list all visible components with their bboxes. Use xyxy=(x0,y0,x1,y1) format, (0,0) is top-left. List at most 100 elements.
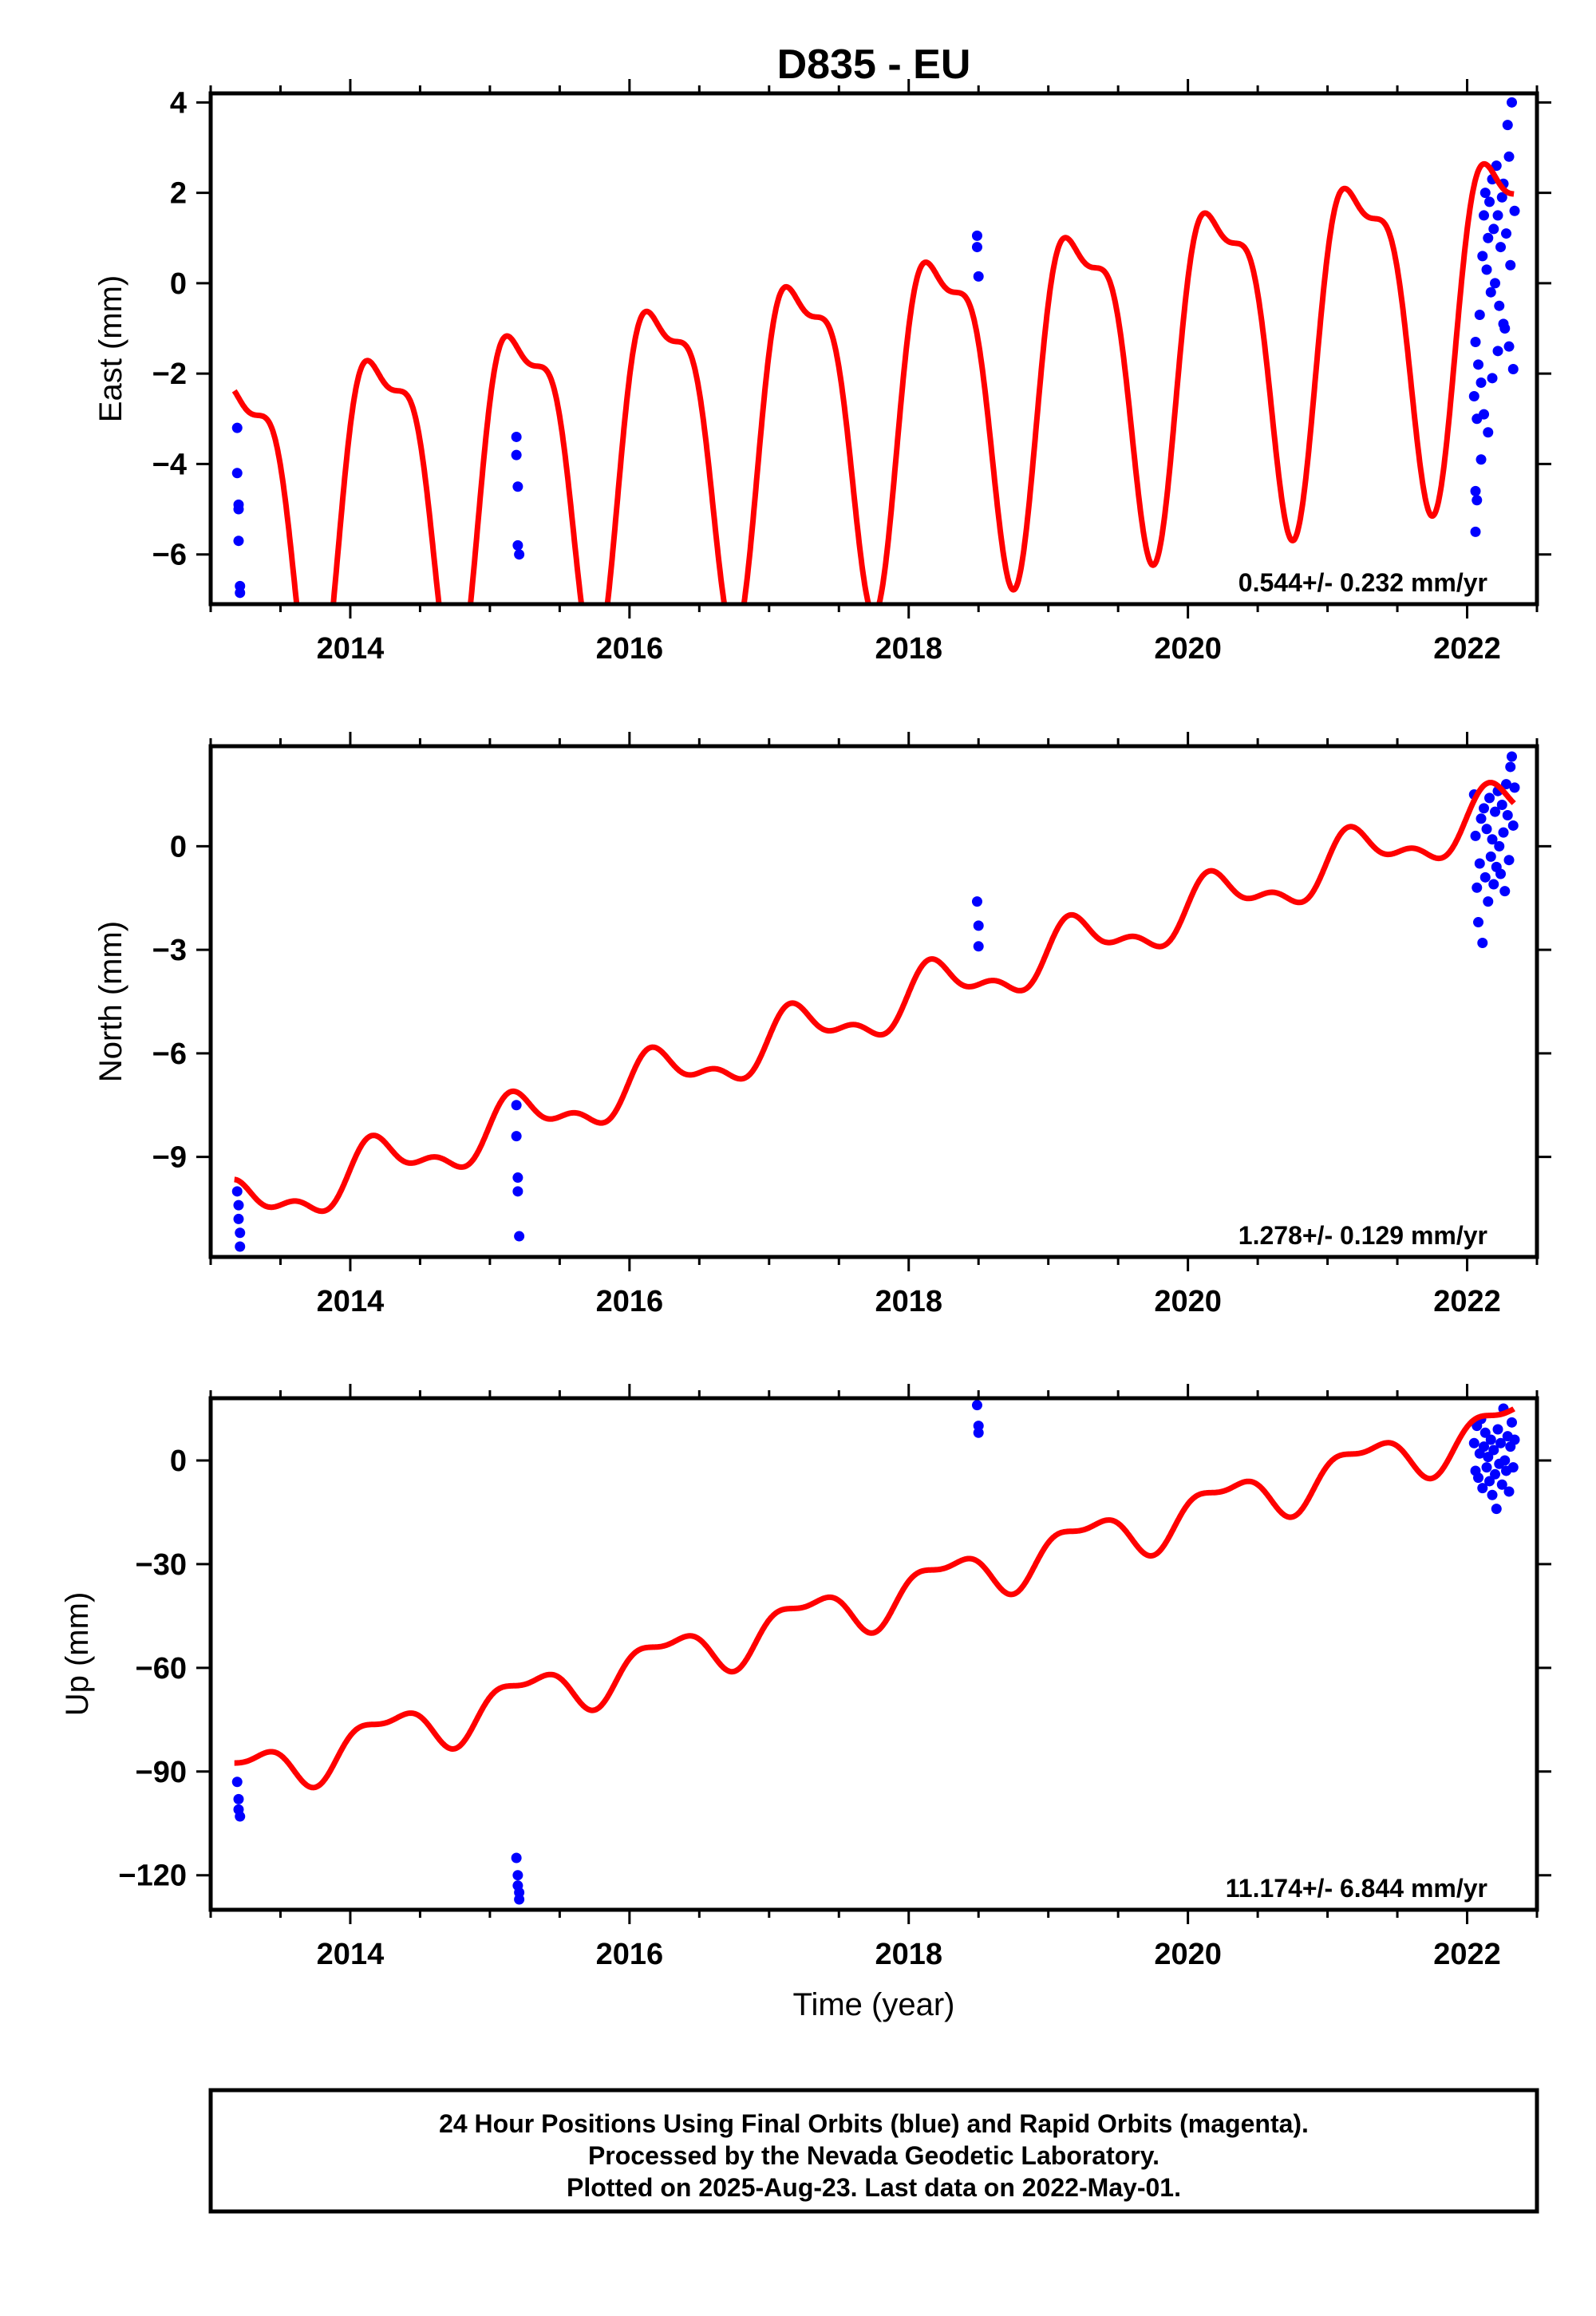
data-point xyxy=(1499,886,1511,897)
y-axis-label: East (mm) xyxy=(93,275,128,422)
data-point xyxy=(1474,858,1485,869)
data-point xyxy=(1481,264,1492,275)
data-point xyxy=(1491,1504,1502,1515)
data-point xyxy=(235,1227,246,1239)
footer-box: 24 Hour Positions Using Final Orbits (bl… xyxy=(208,2088,1539,2214)
y-tick-label: 0 xyxy=(170,267,187,301)
data-point xyxy=(231,1777,243,1788)
data-point xyxy=(511,1131,522,1142)
data-point xyxy=(1507,1462,1519,1473)
footer-line-3: Plotted on 2025-Aug-23. Last data on 202… xyxy=(567,2173,1181,2202)
data-point xyxy=(1507,97,1518,108)
data-point xyxy=(1470,337,1481,348)
data-point xyxy=(1479,1427,1491,1438)
velocity-label: 0.544+/- 0.232 mm/yr xyxy=(1238,568,1487,597)
y-tick-label: 4 xyxy=(170,86,187,120)
data-point xyxy=(511,1100,522,1111)
x-tick-label: 2014 xyxy=(317,1285,385,1318)
data-point xyxy=(1476,813,1487,824)
footer-line-2: Processed by the Nevada Geodetic Laborat… xyxy=(588,2141,1159,2170)
x-tick-label: 2020 xyxy=(1154,1938,1222,1971)
data-point xyxy=(1477,251,1488,262)
data-point xyxy=(1503,855,1515,866)
final-orbit-points xyxy=(231,97,1520,599)
data-point xyxy=(1476,377,1487,388)
data-point xyxy=(1487,1489,1498,1500)
data-point xyxy=(1470,526,1481,537)
data-point xyxy=(514,1894,525,1905)
data-point xyxy=(1481,1462,1492,1473)
data-point xyxy=(1477,937,1488,948)
data-point xyxy=(1472,495,1483,506)
y-tick-label: −120 xyxy=(118,1860,187,1893)
x-tick-label: 2020 xyxy=(1154,632,1222,666)
y-tick-label: 2 xyxy=(170,177,187,211)
data-point xyxy=(233,536,244,547)
data-point xyxy=(1496,800,1507,811)
data-point xyxy=(512,539,523,551)
data-point xyxy=(1473,917,1484,928)
x-tick-label: 2016 xyxy=(596,1285,664,1318)
data-point xyxy=(1484,792,1495,804)
data-point xyxy=(1498,827,1509,838)
data-point xyxy=(1505,761,1516,773)
y-tick-label: −30 xyxy=(136,1548,187,1582)
data-point xyxy=(1481,824,1492,835)
model-fit-line xyxy=(232,1406,1516,1791)
data-point xyxy=(1494,300,1505,311)
data-point xyxy=(1509,782,1520,793)
data-point xyxy=(1476,454,1487,465)
data-point xyxy=(1496,192,1507,203)
data-point xyxy=(1490,1468,1501,1480)
model-fit-line xyxy=(232,780,1516,1215)
data-point xyxy=(511,449,522,460)
velocity-label: 1.278+/- 0.129 mm/yr xyxy=(1238,1221,1487,1250)
data-point xyxy=(231,1186,243,1197)
data-point xyxy=(1495,242,1507,253)
y-tick-label: −90 xyxy=(136,1756,187,1789)
x-tick-label: 2022 xyxy=(1433,1938,1501,1971)
footer-line-1: 24 Hour Positions Using Final Orbits (bl… xyxy=(439,2109,1309,2138)
x-tick-label: 2018 xyxy=(875,1938,942,1971)
plot-frame xyxy=(208,744,1539,1259)
x-tick-label: 2014 xyxy=(317,632,385,666)
data-point xyxy=(1490,278,1501,289)
x-tick-label: 2022 xyxy=(1433,1285,1501,1318)
panel-north: 2014 2016 2018 2020 2022 0 −3 −6 −9 North (mm) 1.2… xyxy=(93,732,1551,1318)
data-point xyxy=(1488,879,1499,890)
y-tick-label: 0 xyxy=(170,830,187,864)
data-point xyxy=(511,431,522,442)
final-orbit-points xyxy=(231,1400,1520,1905)
data-point xyxy=(1470,485,1481,496)
data-point xyxy=(1479,803,1490,814)
data-point xyxy=(233,504,244,515)
data-point xyxy=(971,230,982,241)
data-point xyxy=(1472,882,1483,893)
data-point xyxy=(1483,896,1494,907)
data-point xyxy=(973,1427,984,1438)
data-point xyxy=(1488,223,1499,235)
x-tick-label: 2022 xyxy=(1433,632,1501,666)
data-point xyxy=(235,587,246,599)
data-point xyxy=(231,422,243,433)
data-point xyxy=(971,242,982,253)
y-tick-label: −3 xyxy=(152,934,187,967)
data-point xyxy=(1473,359,1484,370)
data-point xyxy=(1501,779,1512,790)
data-point xyxy=(1492,1424,1503,1435)
data-point xyxy=(233,1793,244,1804)
y-tick-label: −4 xyxy=(152,448,187,481)
data-point xyxy=(1468,1437,1479,1448)
x-tick-label: 2020 xyxy=(1154,1285,1222,1318)
x-tick-label: 2018 xyxy=(875,1285,942,1318)
data-point xyxy=(235,1811,246,1822)
data-point xyxy=(1485,287,1496,298)
x-tick-label: 2016 xyxy=(596,632,664,666)
panel-east: 2014 2016 2018 2020 2022 4 2 0 −2 −4 −6 East (mm) 0.… xyxy=(93,79,1551,666)
data-point xyxy=(512,1870,523,1881)
x-tick-label: 2018 xyxy=(875,632,942,666)
chart-title: D835 - EU xyxy=(777,41,971,88)
data-point xyxy=(512,1172,523,1184)
panel-up: 2014 2016 2018 2020 2022 0 −30 −60 −90 −120 Up (mm… xyxy=(60,1384,1551,2022)
